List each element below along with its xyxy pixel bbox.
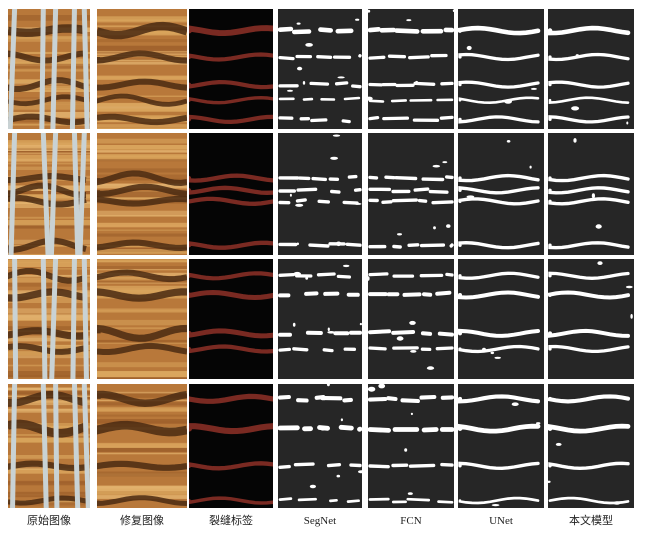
image-segnet-row-1 — [278, 9, 362, 129]
image-original-row-1 — [8, 9, 90, 129]
image-segnet-row-4 — [278, 384, 362, 508]
image-segnet-row-3 — [278, 259, 362, 379]
image-our-model-row-1 — [548, 9, 634, 129]
image-repaired-row-1 — [97, 9, 187, 129]
image-crack-label-row-2 — [189, 133, 273, 255]
column-label-repaired: 修复图像 — [120, 514, 164, 527]
image-crack-label-row-3 — [189, 259, 273, 379]
image-unet-row-1 — [458, 9, 544, 129]
image-unet-row-2 — [458, 133, 544, 255]
image-fcn-row-1 — [368, 9, 454, 129]
column-label-unet: UNet — [489, 515, 513, 527]
image-fcn-row-2 — [368, 133, 454, 255]
image-fcn-row-3 — [368, 259, 454, 379]
image-segnet-row-2 — [278, 133, 362, 255]
column-label-segnet: SegNet — [303, 515, 337, 527]
image-original-row-2 — [8, 133, 90, 255]
column-label-original: 原始图像 — [27, 514, 71, 527]
image-unet-row-3 — [458, 259, 544, 379]
image-repaired-row-2 — [97, 133, 187, 255]
column-label-fcn: FCN — [400, 515, 422, 527]
column-label-crack-label: 裂缝标签 — [209, 514, 253, 527]
column-label-our-model: 本文模型 — [569, 514, 613, 527]
image-repaired-row-3 — [97, 259, 187, 379]
image-repaired-row-4 — [97, 384, 187, 508]
image-original-row-3 — [8, 259, 90, 379]
image-our-model-row-2 — [548, 133, 634, 255]
image-unet-row-4 — [458, 384, 544, 508]
image-crack-label-row-1 — [189, 9, 273, 129]
image-our-model-row-4 — [548, 384, 634, 508]
image-fcn-row-4 — [368, 384, 454, 508]
image-original-row-4 — [8, 384, 90, 508]
image-our-model-row-3 — [548, 259, 634, 379]
image-crack-label-row-4 — [189, 384, 273, 508]
